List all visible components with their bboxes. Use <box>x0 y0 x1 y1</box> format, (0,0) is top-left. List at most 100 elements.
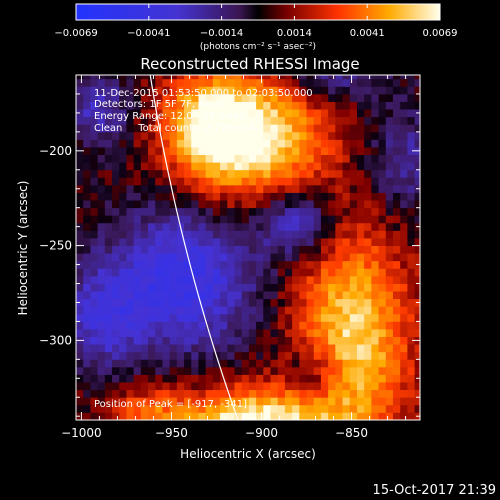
heatmap-cell <box>227 75 235 80</box>
heatmap-cell <box>400 124 408 133</box>
heatmap-cell <box>162 336 171 345</box>
colorbar-tick-label: −0.0069 <box>54 28 97 39</box>
heatmap-cell <box>407 101 415 110</box>
heatmap-cell <box>292 192 300 201</box>
heatmap-cell <box>349 321 358 330</box>
heatmap-cell <box>407 404 415 413</box>
heatmap-cell <box>328 230 336 239</box>
heatmap-cell <box>83 268 91 277</box>
heatmap-cell <box>284 238 293 246</box>
heatmap-cell <box>90 131 99 140</box>
heatmap-cell <box>140 75 149 80</box>
heatmap-cell <box>349 207 358 216</box>
heatmap-cell <box>364 215 372 224</box>
heatmap-cell <box>248 162 257 171</box>
heatmap-cell <box>148 154 156 163</box>
heatmap-cell <box>248 412 257 420</box>
heatmap-cell <box>385 124 394 133</box>
heatmap-cell <box>356 382 365 391</box>
heatmap-cell <box>104 154 113 163</box>
heatmap-cell <box>126 397 135 406</box>
heatmap-cell <box>356 207 365 216</box>
heatmap-cell <box>263 359 271 368</box>
heatmap-cell <box>169 336 178 345</box>
heatmap-cell <box>133 230 142 239</box>
heatmap-cell <box>220 162 228 171</box>
heatmap-cell <box>83 336 91 345</box>
heatmap-cell <box>414 291 420 300</box>
heatmap-cell <box>356 184 365 193</box>
heatmap-cell <box>349 124 358 133</box>
heatmap-cell <box>220 116 228 125</box>
heatmap-cell <box>378 313 387 322</box>
heatmap-cell <box>313 101 322 110</box>
heatmap-cell <box>119 253 127 262</box>
heatmap-cell <box>112 404 120 413</box>
heatmap-cell <box>371 344 379 353</box>
heatmap-cell <box>306 222 315 231</box>
heatmap-cell <box>155 207 163 216</box>
heatmap-cell <box>234 313 243 322</box>
heatmap-cell <box>356 253 365 262</box>
heatmap-cell <box>112 131 120 140</box>
heatmap-cell <box>407 359 415 368</box>
heatmap-cell <box>328 215 336 224</box>
heatmap-cell <box>328 93 336 102</box>
heatmap-cell <box>176 313 185 322</box>
heatmap-cell <box>284 412 293 420</box>
heatmap-cell <box>378 177 387 186</box>
heatmap-cell <box>263 245 271 254</box>
heatmap-cell <box>220 78 228 87</box>
heatmap-cell <box>162 207 171 216</box>
heatmap-cell <box>198 260 207 269</box>
heatmap-cell <box>407 222 415 231</box>
heatmap-cell <box>234 260 243 269</box>
heatmap-cell <box>407 366 415 375</box>
heatmap-cell <box>184 283 192 292</box>
heatmap-cell <box>169 351 178 360</box>
heatmap-cell <box>90 374 99 383</box>
heatmap-cell <box>414 245 420 254</box>
colorbar-unit-label: (photons cm⁻² s⁻¹ asec⁻²) <box>200 42 316 52</box>
plot-frame <box>75 74 421 421</box>
heatmap-cell <box>83 298 91 307</box>
heatmap-cell <box>400 329 408 337</box>
heatmap-cell <box>184 397 192 406</box>
heatmap-cell <box>371 109 379 118</box>
heatmap-cell <box>241 109 250 118</box>
heatmap-cell <box>112 313 120 322</box>
heatmap-cell <box>155 389 163 398</box>
heatmap-cell <box>277 313 286 322</box>
heatmap-cell <box>371 200 379 209</box>
heatmap-cell <box>313 177 322 186</box>
heatmap-cell <box>104 177 113 186</box>
heatmap-cell <box>198 283 207 292</box>
heatmap-cell <box>227 344 235 353</box>
heatmap-cell <box>155 253 163 262</box>
heatmap-cell <box>234 306 243 315</box>
heatmap-cell <box>320 238 329 246</box>
heatmap-cell <box>90 245 99 254</box>
heatmap-cell <box>176 154 185 163</box>
heatmap-cell <box>335 162 343 171</box>
heatmap-cell <box>90 412 99 420</box>
heatmap-cell <box>220 177 228 186</box>
heatmap-cell <box>407 116 415 125</box>
heatmap-cell <box>356 131 365 140</box>
heatmap-cell <box>256 245 264 254</box>
heatmap-cell <box>184 374 192 383</box>
heatmap-cell <box>227 382 235 391</box>
heatmap-cell <box>342 359 351 368</box>
heatmap-cell <box>205 404 214 413</box>
heatmap-cell <box>205 215 214 224</box>
heatmap-cell <box>126 169 135 178</box>
heatmap-cell <box>263 78 271 87</box>
annotation-block: 11-Dec-2015 01:53:50.000 to 02:03:50.000… <box>94 88 313 134</box>
heatmap-cell <box>76 93 84 102</box>
heatmap-cell <box>364 169 372 178</box>
heatmap-cell <box>227 268 235 277</box>
heatmap-cell <box>169 366 178 375</box>
heatmap-cell <box>335 359 343 368</box>
heatmap-cell <box>385 351 394 360</box>
heatmap-cell <box>378 329 387 337</box>
